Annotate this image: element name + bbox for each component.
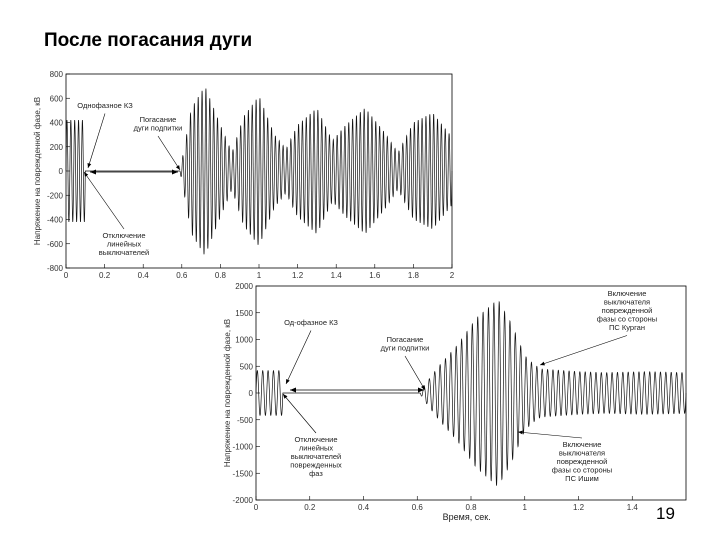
annotation-text: Однофазное КЗ xyxy=(77,101,133,110)
y-tick-label: 2000 xyxy=(235,282,253,291)
x-tick-label: 0.2 xyxy=(304,503,316,512)
x-tick-label: 2 xyxy=(450,271,455,280)
arrowhead-icon xyxy=(84,172,89,177)
annotation-text: Погасание xyxy=(387,335,424,344)
voltage-series-line xyxy=(255,300,687,487)
y-tick-label: -500 xyxy=(237,416,254,425)
x-tick-label: 1 xyxy=(257,271,262,280)
annotation-text: Отключение xyxy=(294,435,337,444)
y-axis-label: Напряжение на поврежденной фазе, кВ xyxy=(223,319,232,467)
annotation-text: выключателя xyxy=(604,298,650,307)
annotation-text: выключателей xyxy=(291,452,342,461)
y-tick-label: -1000 xyxy=(233,443,254,452)
annotation-leader xyxy=(157,135,181,171)
y-tick-label: 0 xyxy=(59,167,64,176)
annotation-leader xyxy=(404,355,426,391)
annotation-text: выключателя xyxy=(559,449,605,458)
slide-title: После погасания дуги xyxy=(44,30,253,51)
y-tick-label: 1500 xyxy=(235,309,253,318)
annotation-text: дуги подпитки xyxy=(134,124,183,133)
annotation-text: фазы со стороны xyxy=(552,466,612,475)
y-tick-label: 200 xyxy=(50,143,64,152)
arrowhead-icon xyxy=(90,169,96,175)
x-tick-label: 1.4 xyxy=(627,503,639,512)
arrowhead-icon xyxy=(290,387,296,393)
x-tick-label: 0.6 xyxy=(176,271,188,280)
arrowhead-icon xyxy=(418,387,424,393)
voltage-series-line xyxy=(65,88,453,255)
arrowhead-icon xyxy=(172,169,178,175)
annotation-text: Отключение xyxy=(102,231,145,240)
x-tick-label: 0 xyxy=(64,271,69,280)
x-tick-label: 0.4 xyxy=(358,503,370,512)
y-tick-label: -200 xyxy=(47,191,64,200)
arrowhead-icon xyxy=(87,163,92,168)
y-tick-label: 0 xyxy=(249,389,254,398)
y-tick-label: 600 xyxy=(50,94,64,103)
y-tick-label: -600 xyxy=(47,240,64,249)
arrowhead-icon xyxy=(283,394,288,399)
annotation-text: линейных xyxy=(299,444,334,453)
y-tick-label: 1000 xyxy=(235,336,253,345)
x-axis-label: Время, сек. xyxy=(443,512,491,522)
annotation-leader xyxy=(539,335,628,366)
annotation-text: Од-офазное КЗ xyxy=(284,318,338,327)
y-tick-label: -800 xyxy=(47,264,64,273)
annotation-text: поврежденной xyxy=(602,306,653,315)
annotation-text: ПС Ишим xyxy=(565,474,599,483)
annotation-text: выключателей xyxy=(99,248,150,257)
annotation-text: фазы со стороны xyxy=(597,315,657,324)
x-tick-label: 1 xyxy=(523,503,528,512)
x-tick-label: 0.6 xyxy=(412,503,424,512)
annotation-text: Включение xyxy=(608,289,647,298)
y-tick-label: 400 xyxy=(50,119,64,128)
y-tick-label: -2000 xyxy=(233,496,254,505)
y-tick-label: 500 xyxy=(240,362,254,371)
annotation-leader xyxy=(87,113,106,169)
annotation-text: дуги подпитки xyxy=(381,344,430,353)
x-tick-label: 0.2 xyxy=(99,271,111,280)
y-tick-label: -400 xyxy=(47,216,64,225)
x-tick-label: 0.4 xyxy=(138,271,150,280)
annotation-text: поврежденных xyxy=(290,461,342,470)
x-tick-label: 1.8 xyxy=(408,271,420,280)
arrowhead-icon xyxy=(540,361,545,366)
x-tick-label: 1.2 xyxy=(292,271,304,280)
arrowhead-icon xyxy=(420,385,425,390)
x-tick-label: 1.2 xyxy=(573,503,585,512)
annotation-text: ПС Курган xyxy=(609,323,645,332)
y-axis-label: Напряжение на поврежденной фазе, кВ xyxy=(33,97,42,245)
x-tick-label: 0 xyxy=(254,503,259,512)
annotation-text: линейных xyxy=(107,240,142,249)
arrowhead-icon xyxy=(286,379,290,384)
annotation-leader xyxy=(282,393,317,434)
annotation-leader xyxy=(285,330,312,385)
y-tick-label: -1500 xyxy=(233,469,254,478)
annotation-text: поврежденной xyxy=(557,457,608,466)
x-tick-label: 0.8 xyxy=(465,503,477,512)
arrowhead-icon xyxy=(518,430,523,435)
x-tick-label: 1.4 xyxy=(331,271,343,280)
annotation-leader xyxy=(83,171,125,230)
annotation-text: фаз xyxy=(309,469,323,478)
arrowhead-icon xyxy=(175,165,180,170)
annotation-leader xyxy=(517,431,583,439)
y-tick-label: 800 xyxy=(50,70,64,79)
x-tick-label: 1.6 xyxy=(369,271,381,280)
x-tick-label: 0.8 xyxy=(215,271,227,280)
annotation-text: Включение xyxy=(563,440,602,449)
page-number: 19 xyxy=(656,504,675,523)
annotation-text: Погасание xyxy=(140,115,177,124)
